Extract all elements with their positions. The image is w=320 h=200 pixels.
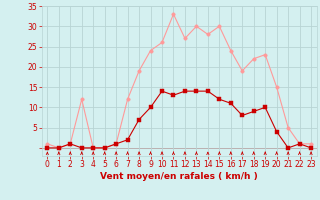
X-axis label: Vent moyen/en rafales ( km/h ): Vent moyen/en rafales ( km/h ) [100, 172, 258, 181]
